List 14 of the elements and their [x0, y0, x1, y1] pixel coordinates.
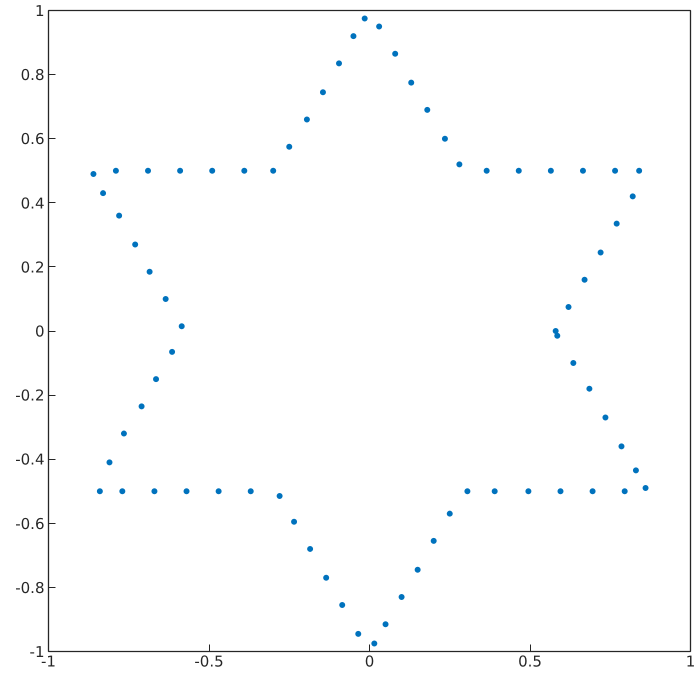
x-tick-label: 0: [364, 652, 374, 670]
y-tick-label: 0.4: [20, 194, 45, 212]
x-tick-label: 1: [686, 652, 696, 670]
y-tick-label: -0.8: [15, 578, 45, 597]
y-tick-label: -0.6: [15, 514, 45, 533]
y-tick-label: 0.8: [20, 66, 45, 84]
y-tick-label: -0.4: [15, 450, 45, 469]
y-tick-label: -0.2: [15, 386, 45, 405]
y-tick-label: 0.6: [20, 130, 45, 148]
x-tick-label: -0.5: [194, 652, 224, 670]
x-tick-label: 0.5: [518, 652, 542, 670]
y-tick-label: 0.2: [20, 258, 45, 276]
y-tick-label: 1: [34, 2, 45, 20]
y-tick-label: 0: [34, 322, 45, 340]
